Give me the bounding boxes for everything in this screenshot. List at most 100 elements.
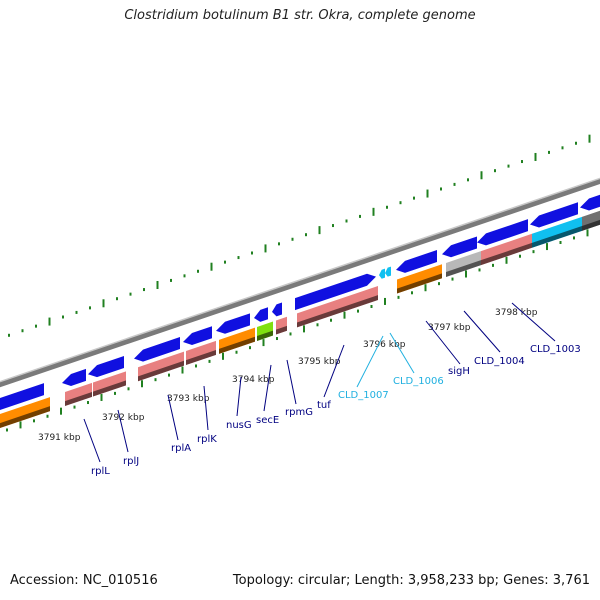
cds-arrow [62,368,86,386]
gc-dot [100,393,103,401]
gc-dot [46,414,49,418]
gc-dot [168,373,170,377]
gc-dot [478,268,481,272]
gc-dot [467,178,469,182]
gc-skew-track-inner [6,229,589,432]
gc-dot [87,401,89,405]
leader-line [117,409,129,453]
gc-dot [251,251,253,255]
feature-band-shade [397,273,442,294]
gc-dot [35,324,37,328]
gc-dot [372,207,375,216]
gene-label-rplJ: rplJ [123,456,139,467]
gc-dot [143,288,145,292]
gc-dot [195,364,197,368]
cds-arrow [295,273,376,311]
feature-band-shade [582,219,600,231]
gc-dot [224,260,226,264]
gc-dot [208,359,211,363]
gene-label-CLD_1003: CLD_1003 [530,344,581,355]
gene-label-nusG: nusG [226,420,252,431]
gc-dot [343,311,346,319]
feature-band-shade [257,330,273,341]
gc-dot [264,244,267,253]
feature-track [0,194,600,428]
gene-leader-lines [83,302,556,463]
gc-dot [519,254,521,258]
gene-label-sigH: sigH [448,366,470,377]
feature-band-shade [65,391,92,406]
scale-label: 3798 kbp [495,308,538,318]
gc-dot [60,407,62,415]
topology-text: Topology: circular; Length: 3,958,233 bp… [232,573,590,588]
gc-dot [154,378,157,382]
gc-dot [73,405,76,409]
gc-dot [411,291,413,295]
gc-dot [440,187,442,191]
gc-dot [494,169,496,173]
scale-label: 3797 kbp [428,323,471,333]
cds-arrow [254,307,268,322]
cds-arrow [477,219,528,246]
gc-dot [116,297,118,301]
cds-arrow [216,313,250,334]
feature-band-shade [297,295,378,328]
gene-label-CLD_1007: CLD_1007 [338,390,389,401]
gc-dot [48,317,51,326]
gc-dot [492,263,494,267]
gene-label-tuf: tuf [317,400,331,411]
feature-band-shade [219,336,255,354]
cds-arrow [442,236,477,258]
gene-label-CLD_1006: CLD_1006 [393,376,444,387]
gc-dot [586,229,589,237]
gc-dot [249,346,251,350]
scale-label: 3796 kbp [363,340,406,350]
cds-arrow [580,194,600,211]
gc-dot [235,350,238,354]
cds-arrow-cyan [379,268,385,279]
leader-line [356,335,384,388]
genome-backbone-highlight [0,177,600,383]
cds-arrow-cyan [385,266,391,277]
gc-dot [521,160,523,164]
gc-dot [438,282,440,286]
map-title: Clostridium botulinum B1 str. Okra, comp… [124,8,476,23]
gc-dot [197,269,199,273]
gc-dot [75,310,78,314]
leader-line [167,394,179,441]
gc-dot [399,201,402,205]
gc-dot [345,219,348,223]
gc-dot [262,339,265,347]
gc-dot [170,278,172,282]
gc-dot [291,237,294,241]
leader-line [203,385,209,431]
cds-arrow [0,383,44,411]
gc-dot [546,243,548,251]
leader-line [511,302,556,342]
leader-line [323,344,345,398]
gc-dot [465,270,467,278]
gene-label-rpmG: rpmG [285,407,313,418]
scale-label: 3791 kbp [38,433,81,443]
gc-skew-track-outer [8,134,591,337]
gene-label-secE: secE [256,415,279,426]
gc-dot [183,274,186,278]
genome-backbone [0,178,600,388]
gc-dot [424,284,427,292]
feature-band-shade [532,225,582,248]
scale-label: 3794 kbp [232,375,275,385]
gc-dot [181,366,184,374]
gc-dot [453,182,456,186]
gc-dot [276,337,278,341]
gc-dot [548,150,550,154]
leader-line [263,364,272,412]
gc-dot [102,299,105,308]
scale-label: 3792 kbp [102,413,145,423]
feature-band-shade [0,406,50,428]
feature-band-shade [138,360,184,382]
feature-band-shade [276,325,287,335]
gc-dot [129,292,132,296]
gc-dot [8,333,10,337]
gc-dot [127,387,130,391]
